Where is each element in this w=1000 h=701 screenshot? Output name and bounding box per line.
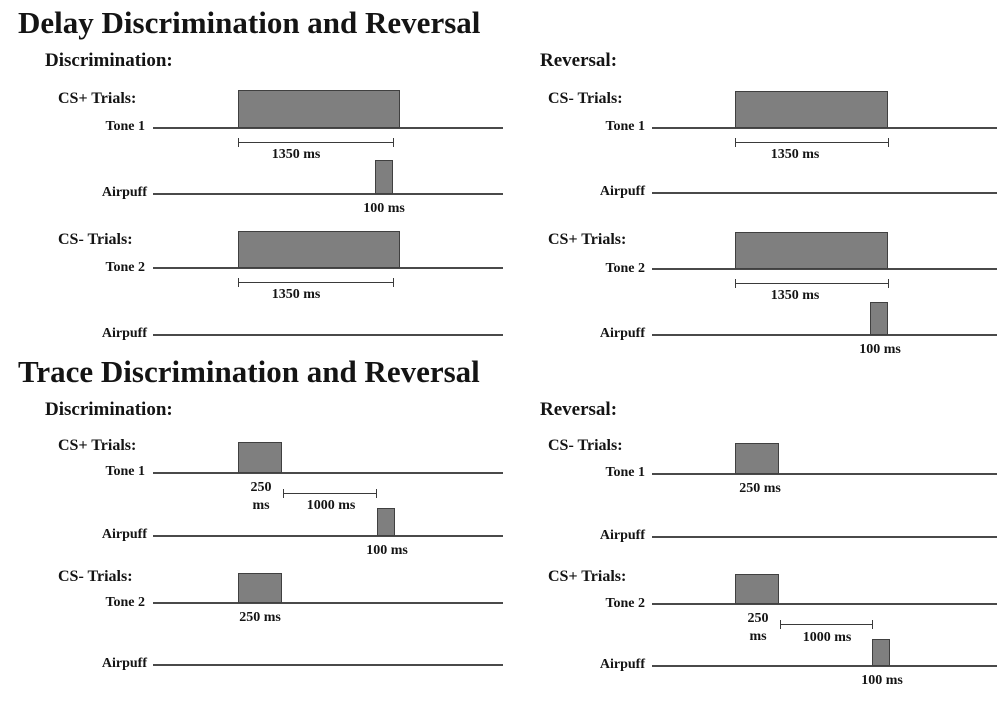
tone-label: Tone 1 — [605, 465, 645, 480]
cs-tone-bar — [735, 443, 779, 474]
airpuff-pulse — [377, 508, 395, 536]
trial-type-label: CS- Trials: — [58, 231, 133, 248]
cs-duration-unit-label: ms — [252, 498, 270, 513]
panel-heading-trace-reversal: Reversal: — [540, 399, 618, 420]
airpuff-label: Airpuff — [599, 184, 645, 199]
airpuff-pulse — [870, 302, 888, 335]
section-title-delay: Delay Discrimination and Reversal — [18, 5, 481, 40]
trace-interval-bracket — [780, 620, 873, 629]
us-duration-label: 100 ms — [861, 673, 903, 688]
airpuff-baseline — [652, 665, 997, 667]
tone-baseline — [652, 603, 997, 605]
cs-duration-label: 250 ms — [239, 610, 281, 625]
airpuff-pulse — [872, 639, 890, 666]
cs-tone-bar — [735, 574, 779, 604]
airpuff-label: Airpuff — [101, 527, 147, 542]
panel-heading-delay-discrimination: Discrimination: — [45, 50, 173, 71]
tone-baseline — [153, 472, 503, 474]
cs-duration-label: 1350 ms — [271, 147, 321, 162]
airpuff-baseline — [652, 192, 997, 194]
airpuff-label: Airpuff — [599, 657, 645, 672]
airpuff-baseline — [153, 535, 503, 537]
cs-tone-bar — [238, 442, 282, 473]
cs-duration-bracket — [238, 278, 394, 287]
cs-duration-bracket — [735, 279, 889, 288]
airpuff-pulse — [375, 160, 393, 194]
us-duration-label: 100 ms — [363, 201, 405, 216]
trial-type-label: CS+ Trials: — [58, 437, 137, 454]
cs-duration-label: 250 — [747, 611, 769, 626]
cs-tone-bar — [238, 90, 400, 128]
airpuff-baseline — [652, 536, 997, 538]
cs-duration-label: 1350 ms — [770, 147, 820, 162]
cs-tone-bar — [238, 573, 282, 603]
trial-type-label: CS- Trials: — [548, 437, 623, 454]
cs-duration-unit-label: ms — [749, 629, 767, 644]
airpuff-label: Airpuff — [101, 185, 147, 200]
trace-interval-label: 1000 ms — [306, 498, 356, 513]
trial-type-label: CS+ Trials: — [58, 90, 137, 107]
trace-interval-label: 1000 ms — [802, 630, 852, 645]
airpuff-baseline — [153, 193, 503, 195]
trial-type-label: CS- Trials: — [58, 568, 133, 585]
panel-heading-delay-reversal: Reversal: — [540, 50, 618, 71]
tone-label: Tone 1 — [605, 119, 645, 134]
airpuff-label: Airpuff — [101, 656, 147, 671]
trial-type-label: CS- Trials: — [548, 90, 623, 107]
cs-duration-label: 1350 ms — [770, 288, 820, 303]
airpuff-label: Airpuff — [101, 326, 147, 341]
airpuff-label: Airpuff — [599, 528, 645, 543]
tone-label: Tone 1 — [105, 119, 145, 134]
tone-baseline — [153, 602, 503, 604]
cs-duration-label: 250 ms — [739, 481, 781, 496]
tone-label: Tone 2 — [105, 595, 145, 610]
trial-type-label: CS+ Trials: — [548, 231, 627, 248]
tone-label: Tone 1 — [105, 464, 145, 479]
cs-tone-bar — [238, 231, 400, 268]
trial-type-label: CS+ Trials: — [548, 568, 627, 585]
tone-label: Tone 2 — [605, 596, 645, 611]
cs-tone-bar — [735, 232, 888, 269]
cs-duration-bracket — [238, 138, 394, 147]
cs-duration-label: 1350 ms — [271, 287, 321, 302]
airpuff-baseline — [153, 334, 503, 336]
cs-tone-bar — [735, 91, 888, 128]
airpuff-baseline — [652, 334, 997, 336]
trace-interval-bracket — [283, 489, 377, 498]
tone-label: Tone 2 — [105, 260, 145, 275]
tone-label: Tone 2 — [605, 261, 645, 276]
airpuff-label: Airpuff — [599, 326, 645, 341]
section-title-trace: Trace Discrimination and Reversal — [18, 354, 480, 389]
panel-heading-trace-discrimination: Discrimination: — [45, 399, 173, 420]
us-duration-label: 100 ms — [366, 543, 408, 558]
cs-duration-bracket — [735, 138, 889, 147]
airpuff-baseline — [153, 664, 503, 666]
tone-baseline — [652, 473, 997, 475]
us-duration-label: 100 ms — [859, 342, 901, 357]
cs-duration-label: 250 — [250, 480, 272, 495]
